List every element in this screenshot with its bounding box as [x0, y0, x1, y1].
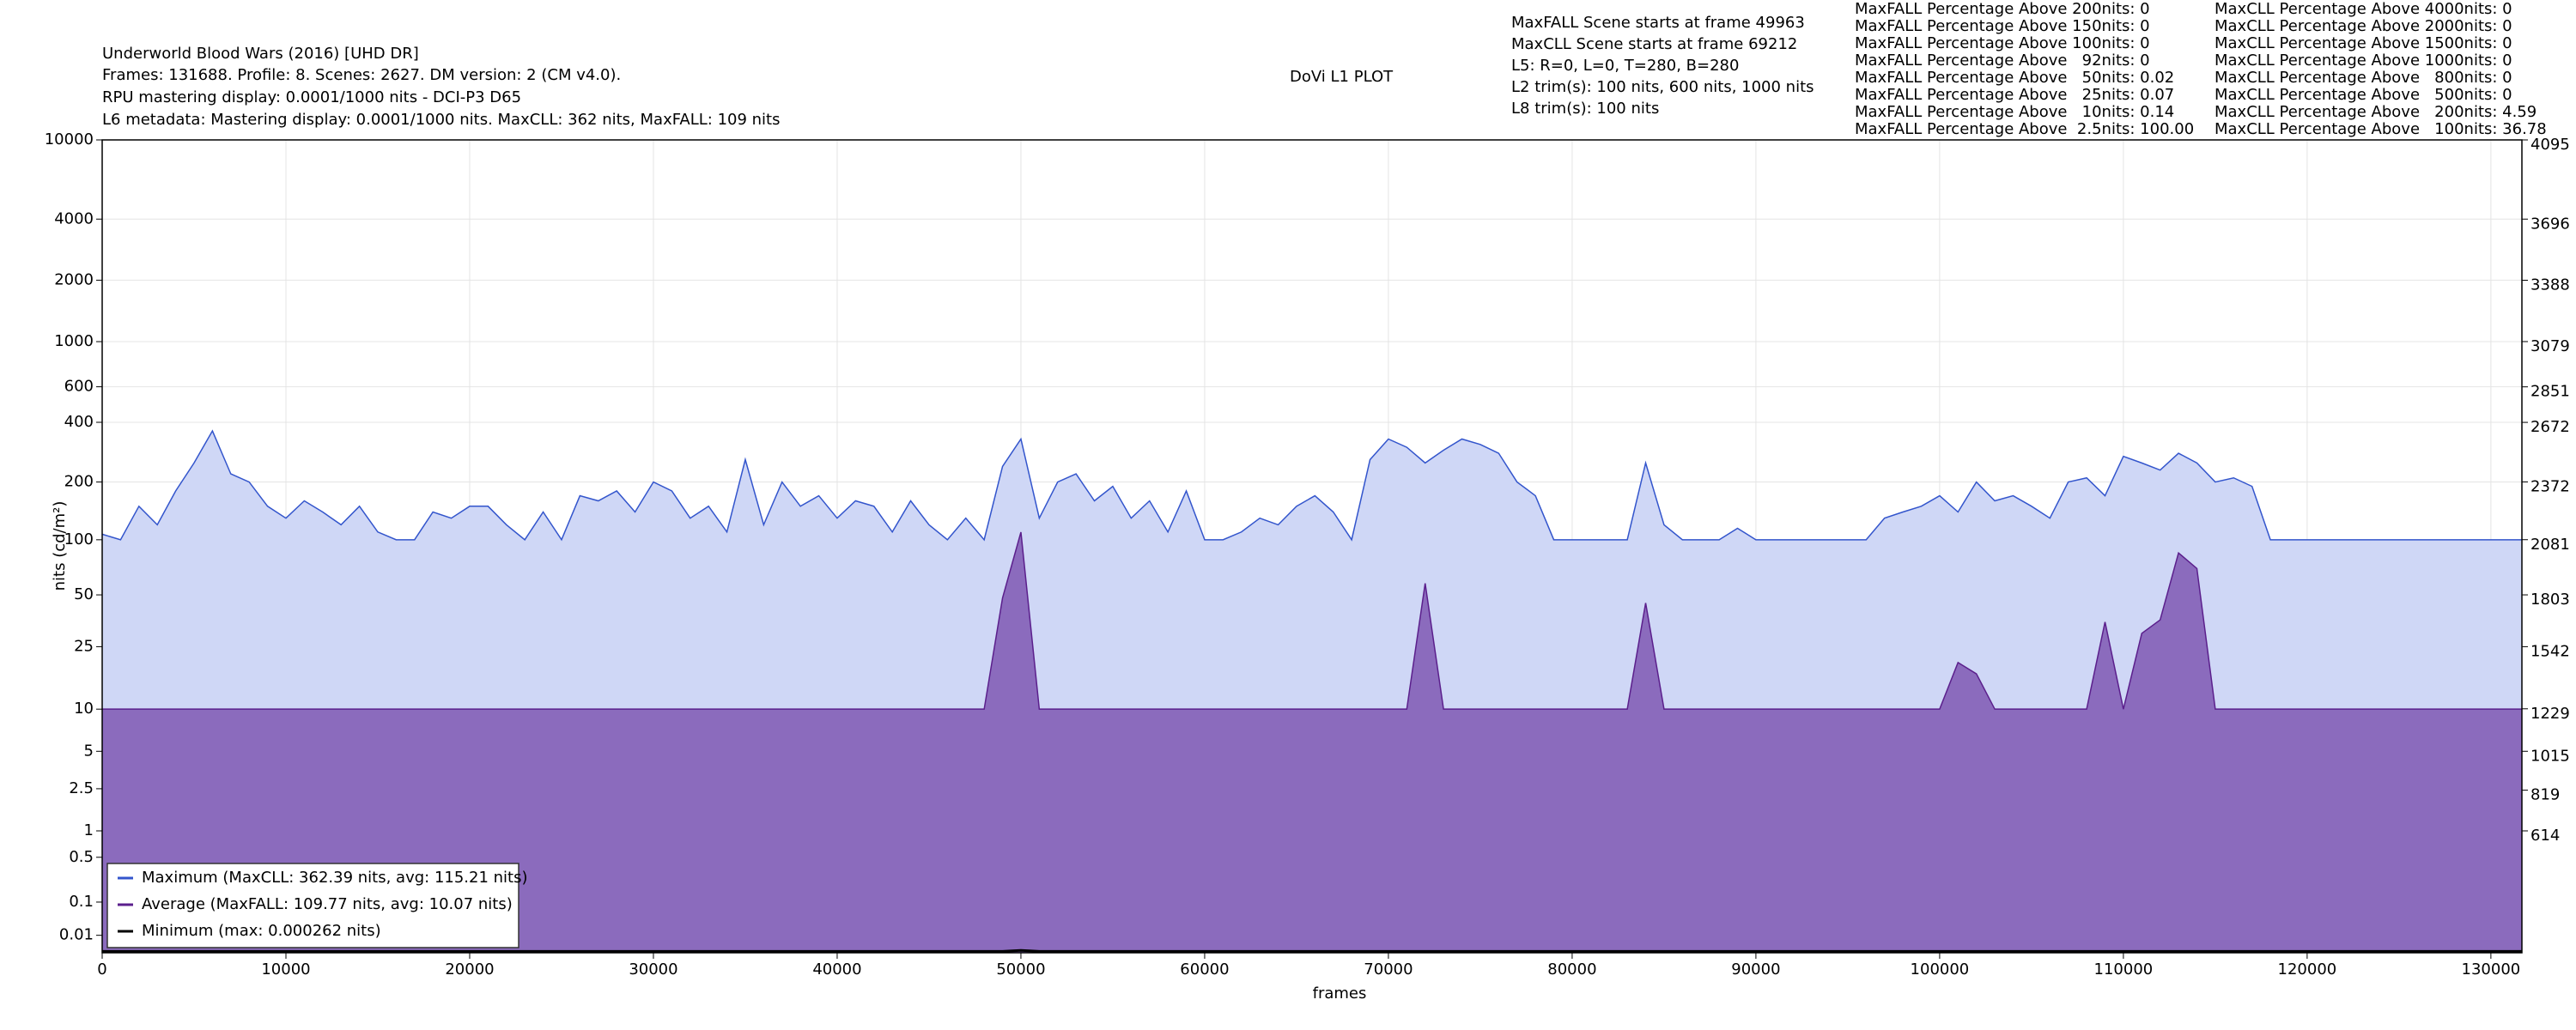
y2-tick-label: 1015	[2530, 747, 2570, 765]
y2-tick-label: 614	[2530, 827, 2560, 845]
maxcll-stat: MaxCLL Percentage Above 1500nits: 0	[2215, 34, 2512, 52]
y-tick-label: 2000	[54, 270, 94, 288]
info-line: L5: R=0, L=0, T=280, B=280	[1511, 57, 1739, 75]
series-line	[102, 531, 2522, 710]
y-tick-label: 2.5	[69, 779, 94, 797]
y2-tick-label: 1803	[2530, 591, 2570, 609]
header-line: RPU mastering display: 0.0001/1000 nits …	[102, 88, 521, 106]
x-tick-label: 70000	[1364, 960, 1413, 978]
maxfall-stat: MaxFALL Percentage Above 50nits: 0.02	[1855, 69, 2174, 87]
maxcll-stat: MaxCLL Percentage Above 800nits: 0	[2215, 69, 2512, 87]
y-tick-label: 10000	[45, 130, 94, 148]
y-tick-label: 100	[64, 530, 94, 548]
plot-frame	[101, 139, 2523, 954]
header-line: L6 metadata: Mastering display: 0.0001/1…	[102, 111, 781, 129]
y-tick-label: 0.01	[59, 926, 94, 944]
legend-label: Maximum (MaxCLL: 362.39 nits, avg: 115.2…	[142, 869, 528, 887]
y2-tick-label: 1229	[2530, 705, 2570, 723]
chart-title: Underworld Blood Wars (2016) [UHD DR]	[102, 45, 419, 63]
y-tick-label: 600	[64, 378, 94, 396]
maxcll-stat: MaxCLL Percentage Above 200nits: 4.59	[2215, 103, 2537, 121]
y-tick-label: 1000	[54, 332, 94, 350]
maxfall-stat: MaxFALL Percentage Above 2.5nits: 100.00	[1855, 120, 2194, 138]
x-tick-label: 80000	[1547, 960, 1596, 978]
plot-area	[101, 139, 2522, 953]
maxfall-stat: MaxFALL Percentage Above 10nits: 0.14	[1855, 103, 2174, 121]
annotations: Frames: 131688. Profile: 8. Scenes: 2627…	[45, 0, 2570, 978]
legend-label: Minimum (max: 0.000262 nits)	[142, 922, 381, 940]
maxcll-stat: MaxCLL Percentage Above 4000nits: 0	[2215, 0, 2512, 18]
x-tick-label: 0	[97, 960, 106, 978]
y2-tick-label: 4095	[2530, 136, 2570, 154]
x-tick-label: 30000	[629, 960, 677, 978]
x-axis-label: frames	[1313, 985, 1367, 1003]
y-tick-label: 200	[64, 473, 94, 491]
y-tick-label: 5	[84, 742, 94, 760]
y2-tick-label: 819	[2530, 786, 2560, 804]
y2-tick-label: 1542	[2530, 642, 2570, 660]
legend-label: Average (MaxFALL: 109.77 nits, avg: 10.0…	[142, 895, 513, 913]
y-tick-label: 25	[74, 637, 94, 655]
info-line: L8 trim(s): 100 nits	[1511, 100, 1659, 118]
maxfall-stat: MaxFALL Percentage Above 150nits: 0	[1855, 17, 2150, 35]
x-tick-label: 120000	[2278, 960, 2337, 978]
x-tick-label: 90000	[1731, 960, 1780, 978]
series-area	[102, 531, 2522, 953]
y-tick-label: 50	[74, 585, 94, 603]
maxcll-stat: MaxCLL Percentage Above 1000nits: 0	[2215, 52, 2512, 70]
x-tick-label: 110000	[2094, 960, 2154, 978]
x-tick-label: 10000	[261, 960, 310, 978]
maxcll-stat: MaxCLL Percentage Above 2000nits: 0	[2215, 17, 2512, 35]
x-tick-label: 130000	[2462, 960, 2521, 978]
series-line	[102, 948, 2522, 953]
maxfall-stat: MaxFALL Percentage Above 25nits: 0.07	[1855, 86, 2174, 104]
y-tick-label: 0.5	[69, 848, 94, 866]
y-tick-label: 1	[84, 821, 94, 839]
x-tick-label: 50000	[996, 960, 1045, 978]
info-line: MaxFALL Scene starts at frame 49963	[1511, 14, 1805, 32]
y2-tick-label: 3388	[2530, 276, 2570, 294]
maxfall-stat: MaxFALL Percentage Above 100nits: 0	[1855, 34, 2150, 52]
info-line: L2 trim(s): 100 nits, 600 nits, 1000 nit…	[1511, 78, 1814, 96]
y-tick-label: 400	[64, 413, 94, 431]
x-tick-label: 20000	[445, 960, 494, 978]
y2-tick-label: 2081	[2530, 536, 2570, 554]
legend-box	[106, 863, 519, 948]
series-line	[101, 429, 2522, 542]
y-tick-label: 4000	[54, 209, 94, 227]
info-line: MaxCLL Scene starts at frame 69212	[1511, 35, 1797, 53]
y2-tick-label: 3079	[2530, 337, 2570, 355]
x-tick-label: 100000	[1911, 960, 1970, 978]
plot-label: DoVi L1 PLOT	[1290, 68, 1394, 86]
maxfall-stat: MaxFALL Percentage Above 92nits: 0	[1855, 52, 2150, 70]
header-line: Frames: 131688. Profile: 8. Scenes: 2627…	[102, 66, 621, 84]
y2-tick-label: 3696	[2530, 215, 2570, 233]
y2-tick-label: 2672	[2530, 418, 2570, 436]
y-tick-label: 10	[74, 700, 94, 718]
maxfall-stat: MaxFALL Percentage Above 200nits: 0	[1855, 0, 2150, 18]
y-axis-label: nits (cd/m²)	[51, 501, 69, 591]
maxcll-stat: MaxCLL Percentage Above 100nits: 36.78	[2215, 120, 2547, 138]
x-tick-label: 60000	[1180, 960, 1229, 978]
x-tick-label: 40000	[812, 960, 861, 978]
maxcll-stat: MaxCLL Percentage Above 500nits: 0	[2215, 86, 2512, 104]
y2-tick-label: 2851	[2530, 383, 2570, 401]
y-tick-label: 0.1	[69, 893, 94, 911]
y2-tick-label: 2372	[2530, 477, 2570, 495]
